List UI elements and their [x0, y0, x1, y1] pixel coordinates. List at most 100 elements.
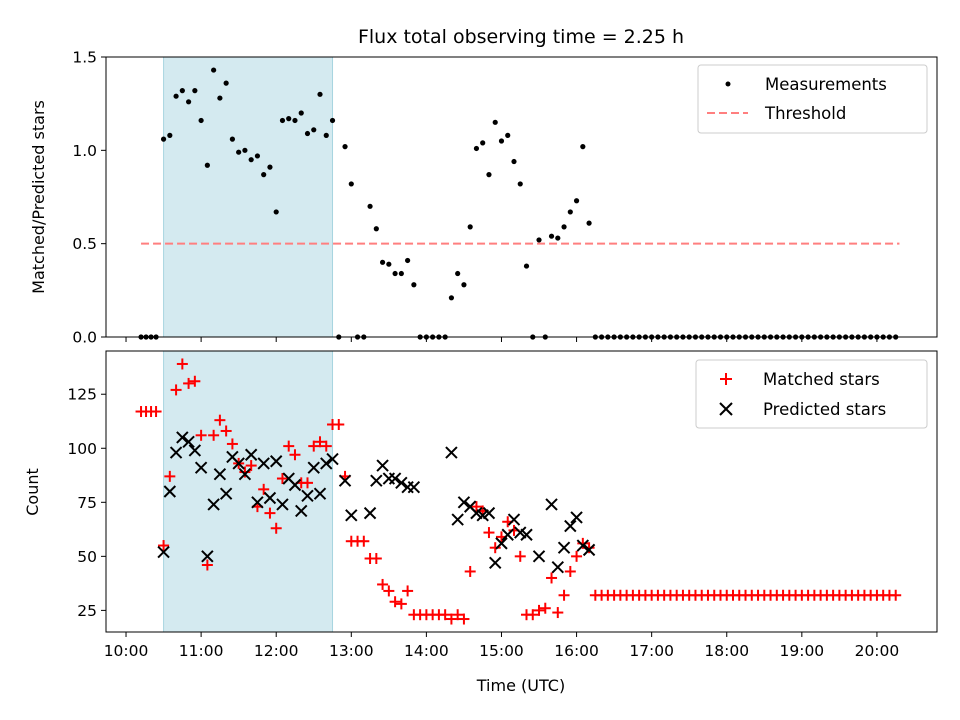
y-tick-label: 1.5 [72, 49, 97, 67]
predicted-star-point [388, 472, 402, 485]
predicted-star-point [263, 491, 277, 505]
legend-threshold-label: Threshold [764, 104, 846, 123]
measurement-point [298, 110, 304, 116]
matched-star-point [890, 589, 902, 601]
measurement-point [261, 172, 267, 178]
matched-star-point [245, 460, 257, 472]
matched-star-point [539, 602, 551, 614]
legend-predicted-label: Predicted stars [763, 400, 886, 419]
matched-star-point [276, 473, 288, 485]
predicted-star-point [257, 457, 270, 470]
predicted-star-point [176, 431, 189, 444]
measurement-point [523, 263, 530, 269]
legend-predicted-marker [719, 402, 733, 416]
matched-star-point [150, 406, 162, 418]
top-y-ticks: 0.0 0.5 1.0 1.5 [72, 49, 106, 347]
x-tick-label: 15:00 [479, 642, 524, 660]
legend-matched-marker [720, 373, 732, 385]
matched-star-point [458, 613, 470, 625]
predicted-star-point [395, 476, 408, 490]
predicted-star-point [201, 550, 214, 563]
measurement-point [204, 162, 210, 168]
matched-star-point [308, 440, 320, 452]
matched-star-point [258, 483, 270, 495]
matched-star-point [402, 585, 414, 597]
matched-star-point [452, 609, 464, 621]
predicted-star-point [313, 487, 327, 500]
predicted-star-point [582, 543, 596, 557]
measurement-point [473, 145, 480, 152]
predicted-star-point [188, 444, 202, 457]
matched-star-point [389, 596, 401, 608]
predicted-star-point [545, 498, 558, 511]
matched-star-point [170, 384, 182, 396]
matched-star-point [546, 572, 558, 584]
predicted-star-point [194, 461, 208, 474]
measurement-point [198, 117, 204, 124]
chart-title: Flux total observing time = 2.25 h [358, 26, 684, 48]
measurement-point [342, 144, 348, 150]
measurement-point [573, 198, 580, 204]
matched-star-point [571, 550, 583, 562]
predicted-star-point [457, 496, 471, 509]
measurement-point [486, 172, 492, 178]
matched-star-point [489, 542, 501, 554]
predicted-star-point [157, 545, 170, 559]
measurement-point [348, 181, 354, 187]
measurement-point [392, 270, 398, 277]
x-tick-label: 11:00 [179, 642, 224, 660]
measurement-point [160, 136, 167, 142]
measurement-point [367, 203, 373, 209]
matched-star-point [164, 470, 176, 482]
measurement-point [405, 257, 411, 264]
matched-star-point [533, 604, 545, 616]
predicted-star-point [451, 513, 464, 526]
measurement-point [379, 259, 386, 265]
matched-star-point [464, 565, 476, 577]
measurement-point [511, 158, 517, 165]
matched-star-point [320, 440, 332, 452]
top-x-ticks [125, 337, 878, 342]
measurement-point [223, 80, 229, 86]
predicted-star-point [501, 528, 514, 541]
y-tick-label: 100 [67, 440, 97, 458]
measurement-point [498, 138, 505, 144]
measurement-point [329, 117, 336, 124]
measurement-point [586, 220, 592, 226]
predicted-star-point [570, 511, 583, 524]
measurement-point [467, 224, 473, 230]
predicted-star-point [244, 448, 258, 461]
predicted-star-point [345, 509, 358, 522]
bottom-y-axis-label: Count [23, 468, 42, 516]
top-frame [105, 56, 938, 338]
measurement-point [248, 157, 254, 163]
top-legend-box [697, 64, 928, 134]
predicted-star-point [507, 513, 521, 526]
predicted-star-point [207, 498, 220, 511]
predicted-star-point [482, 506, 496, 520]
measurement-point [311, 127, 317, 133]
matched-star-point [445, 613, 457, 625]
predicted-star-point [338, 474, 352, 487]
measurement-point [254, 153, 261, 159]
measurement-point [267, 164, 273, 170]
matched-star-point [377, 578, 389, 590]
measurement-point [236, 149, 242, 155]
predicted-star-point [301, 489, 314, 503]
matched-star-point [527, 609, 539, 621]
y-tick-label: 0.0 [72, 329, 97, 347]
measurement-point [536, 237, 542, 243]
measurement-point [567, 209, 573, 215]
predicted-star-point [232, 457, 245, 470]
matched-star-point [558, 589, 570, 601]
predicted-star-point [295, 504, 308, 518]
x-tick-label: 13:00 [329, 642, 374, 660]
predicted-star-point [213, 468, 227, 481]
predicted-star-point [288, 478, 302, 492]
top-panel: 0.0 0.5 1.0 1.5 Matched/Predicted stars Mea… [29, 49, 938, 347]
measurement-point [323, 132, 329, 138]
predicted-star-point [219, 487, 233, 500]
matched-star-point [183, 377, 195, 389]
matched-star-point [214, 414, 226, 426]
